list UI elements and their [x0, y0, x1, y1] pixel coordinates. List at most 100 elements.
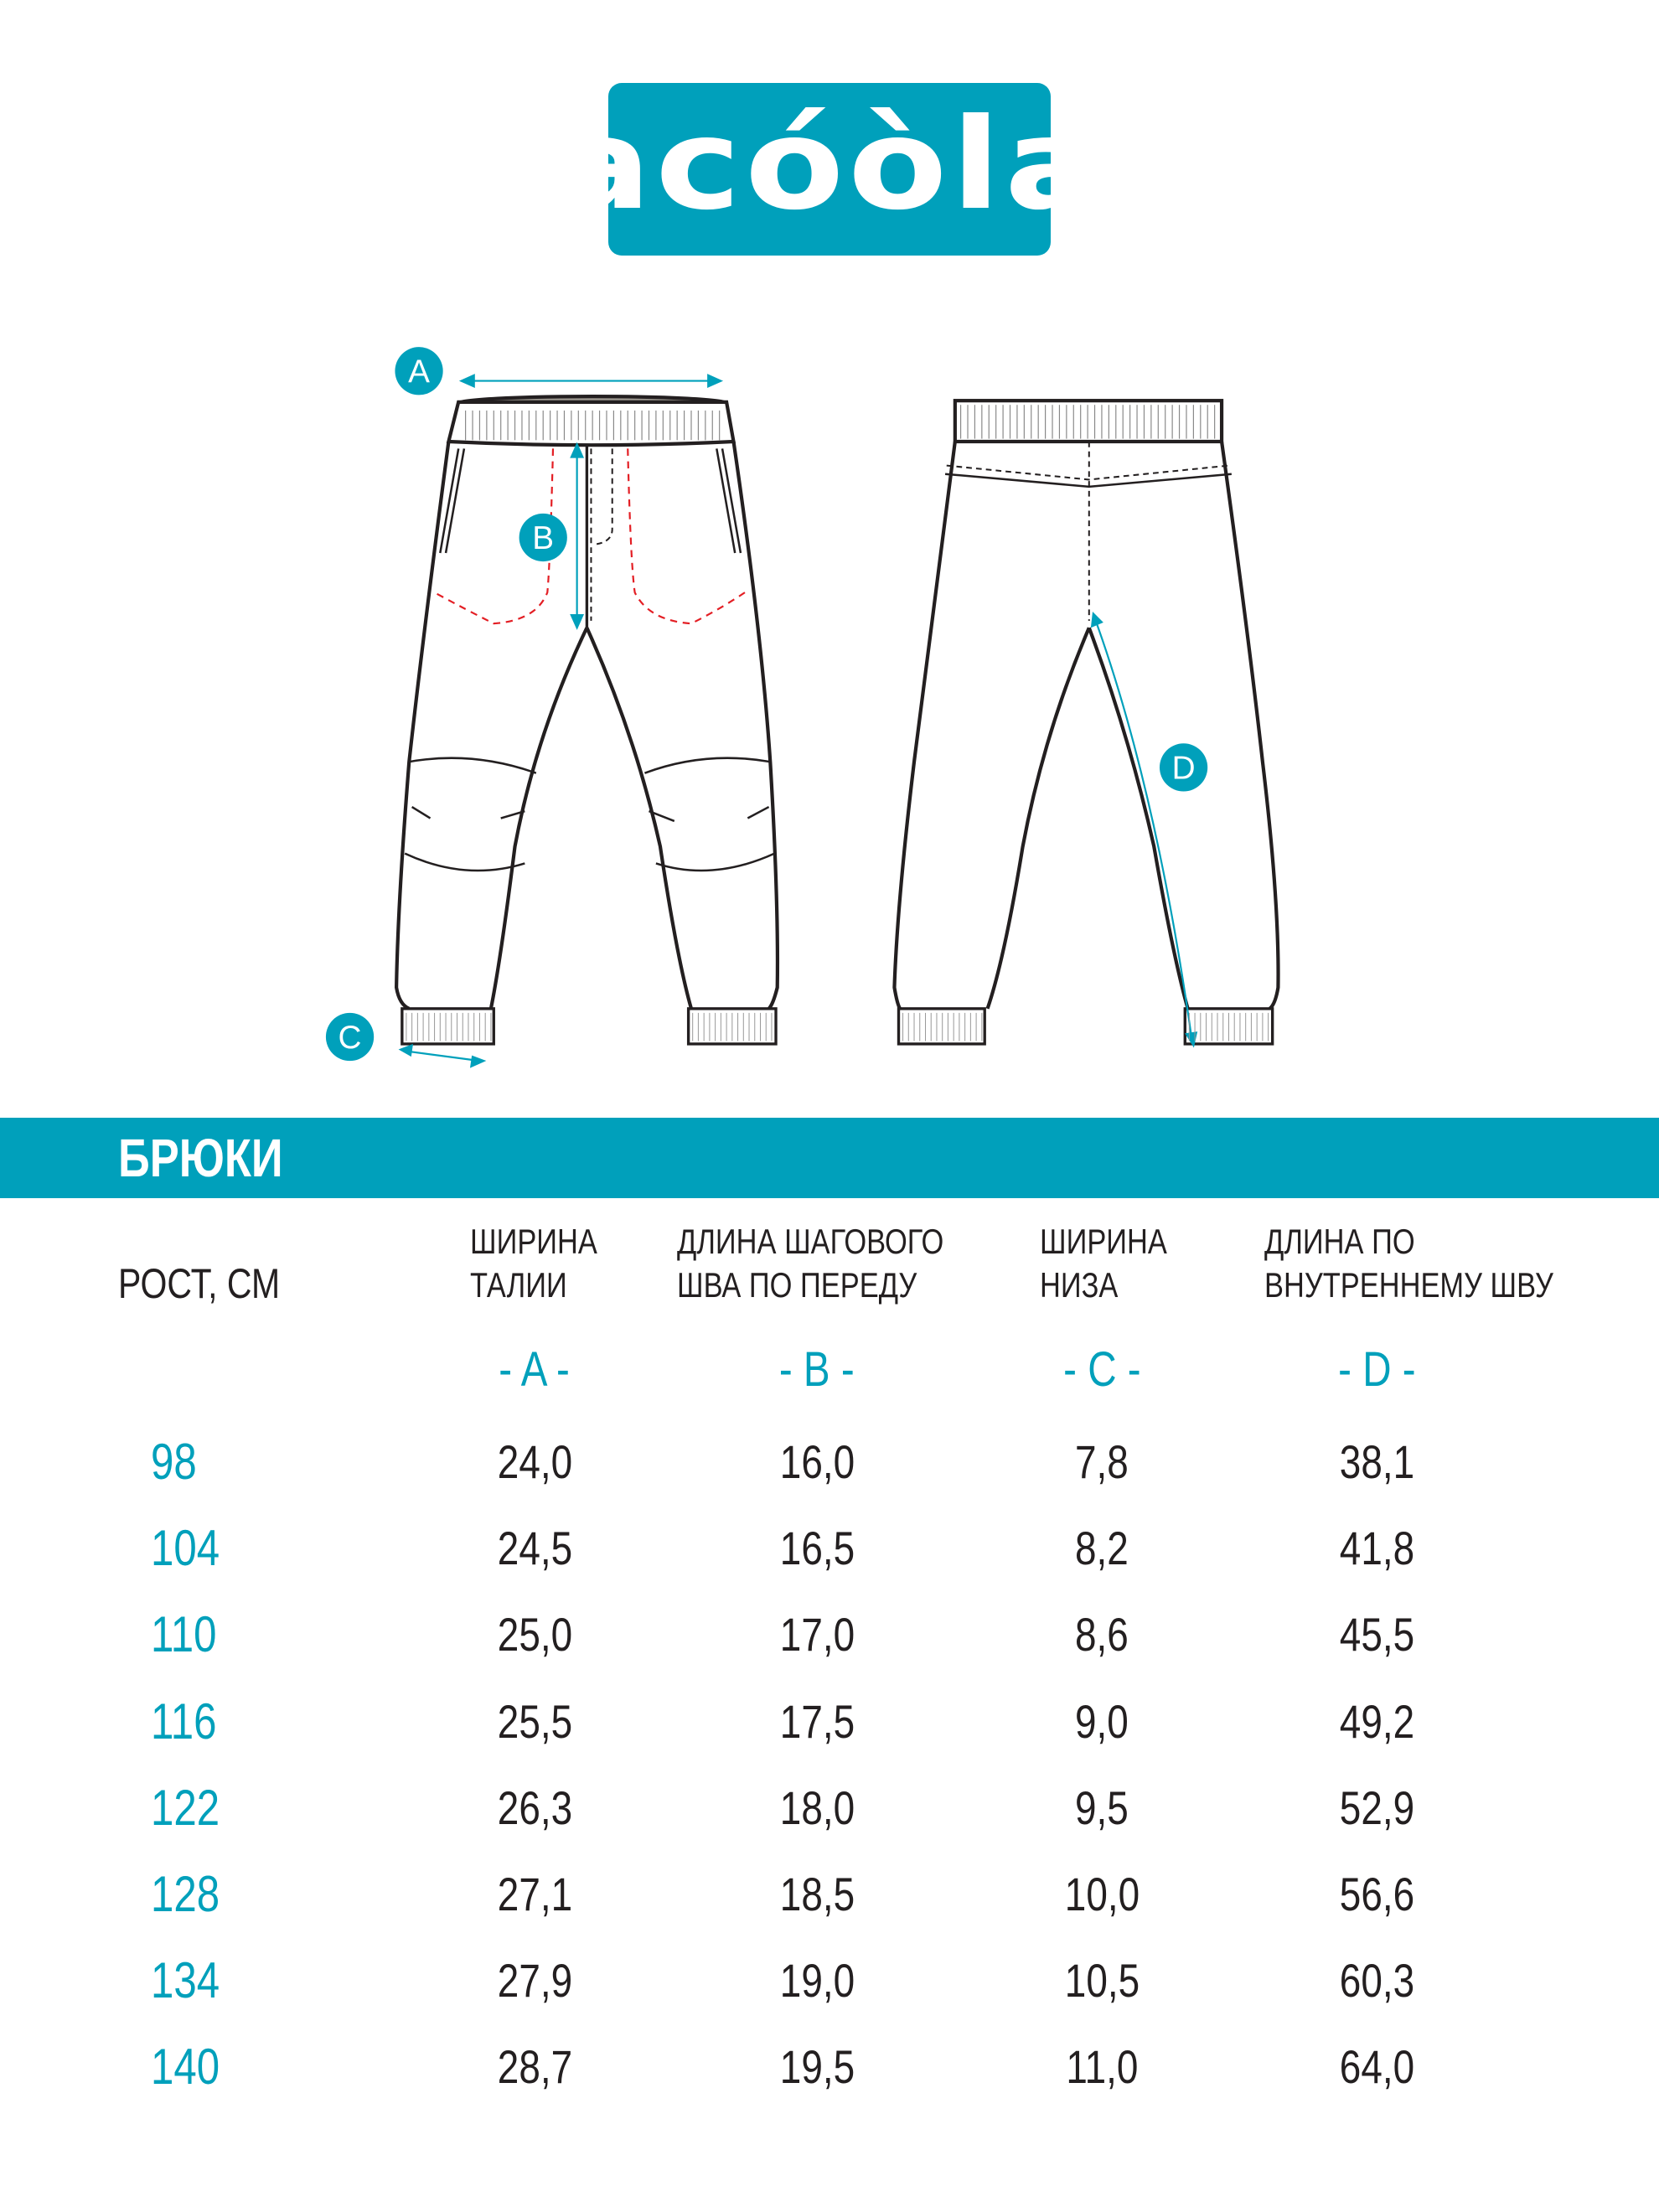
value-cell: 19,5 [691, 2038, 943, 2096]
svg-text:C: C [339, 1020, 362, 1056]
value-cell: 64,0 [1251, 2038, 1502, 2096]
column-letter-text: - D - [1337, 1342, 1416, 1397]
value-cell: 41,8 [1251, 1519, 1502, 1578]
value-text: 18,0 [779, 1780, 855, 1834]
measure-d-arrow [1093, 618, 1193, 1041]
value-cell: 18,5 [691, 1865, 943, 1924]
value-text: 16,5 [779, 1522, 855, 1575]
value-text: 52,9 [1339, 1780, 1414, 1834]
height-header: РОСТ, СМ [118, 1260, 281, 1307]
value-text: 38,1 [1339, 1435, 1414, 1488]
value-text: 64,0 [1339, 2040, 1414, 2094]
size-cell: 110 [151, 1606, 217, 1663]
value-cell: 45,5 [1251, 1605, 1502, 1664]
value-text: 11,0 [1066, 2040, 1138, 2094]
value-cell: 10,5 [976, 1951, 1227, 2010]
value-cell: 19,0 [691, 1951, 943, 2010]
column-header-1-line2: ТАЛИИ [470, 1265, 567, 1305]
column-letter: - B - [691, 1341, 943, 1399]
brand-logo: acóòla [554, 83, 1102, 256]
column-letter: - D - [1251, 1341, 1502, 1399]
value-text: 49,2 [1339, 1694, 1414, 1748]
section-title: БРЮКИ [118, 1128, 283, 1188]
column-header-3-line2: НИЗА [1040, 1265, 1119, 1305]
value-cell: 17,5 [691, 1693, 943, 1751]
value-text: 25,5 [497, 1694, 572, 1748]
value-cell: 8,6 [976, 1605, 1227, 1664]
value-cell: 25,0 [409, 1605, 660, 1664]
value-cell: 24,5 [409, 1519, 660, 1578]
value-text: 17,0 [779, 1608, 855, 1662]
size-cell: 116 [151, 1693, 217, 1749]
column-letter-text: - B - [779, 1342, 855, 1397]
value-text: 19,5 [779, 2040, 855, 2094]
value-cell: 9,0 [976, 1693, 1227, 1751]
value-cell: 56,6 [1251, 1865, 1502, 1924]
value-cell: 18,0 [691, 1779, 943, 1837]
svg-text:B: B [532, 520, 554, 556]
value-text: 24,0 [497, 1435, 572, 1488]
value-text: 26,3 [497, 1780, 572, 1834]
value-cell: 11,0 [976, 2038, 1227, 2096]
marker-a: A [395, 347, 443, 395]
logo-text: acóòla [553, 92, 1106, 238]
size-cell: 140 [151, 2039, 220, 2096]
measure-c-arrow [405, 1050, 480, 1062]
column-letter: - C - [976, 1341, 1227, 1399]
value-cell: 16,5 [691, 1519, 943, 1578]
value-cell: 49,2 [1251, 1693, 1502, 1751]
value-text: 8,6 [1075, 1608, 1129, 1662]
front-view [395, 395, 780, 1046]
size-cell: 98 [151, 1434, 197, 1490]
value-cell: 26,3 [409, 1779, 660, 1837]
value-text: 60,3 [1339, 1954, 1414, 2008]
size-cell: 134 [151, 1952, 220, 2009]
section-banner: БРЮКИ [0, 1118, 1659, 1198]
value-text: 45,5 [1339, 1608, 1414, 1662]
column-letter-text: - C - [1062, 1342, 1141, 1397]
svg-text:A: A [408, 354, 430, 390]
value-text: 25,0 [497, 1608, 572, 1662]
marker-d: D [1159, 743, 1208, 792]
marker-c: C [325, 1012, 375, 1062]
value-text: 16,0 [779, 1435, 855, 1488]
value-text: 27,9 [497, 1954, 572, 2008]
value-cell: 24,0 [409, 1433, 660, 1491]
value-text: 19,0 [779, 1954, 855, 2008]
svg-text:D: D [1172, 750, 1196, 786]
value-text: 28,7 [497, 2040, 572, 2094]
column-header-4-line2: ВНУТРЕННЕМУ ШВУ [1264, 1265, 1553, 1305]
value-text: 56,6 [1339, 1868, 1414, 1920]
value-text: 24,5 [497, 1522, 572, 1575]
column-header-4-line1: ДЛИНА ПО [1264, 1222, 1415, 1261]
value-text: 17,5 [779, 1694, 855, 1748]
value-cell: 52,9 [1251, 1779, 1502, 1837]
value-text: 18,5 [779, 1868, 855, 1920]
value-cell: 27,1 [409, 1865, 660, 1924]
value-text: 9,0 [1075, 1694, 1129, 1748]
value-cell: 9,5 [976, 1779, 1227, 1837]
value-cell: 7,8 [976, 1433, 1227, 1491]
value-text: 7,8 [1075, 1435, 1129, 1488]
value-cell: 28,7 [409, 2038, 660, 2096]
value-cell: 27,9 [409, 1951, 660, 2010]
back-view [892, 399, 1280, 1046]
size-cell: 128 [151, 1866, 220, 1922]
value-cell: 25,5 [409, 1693, 660, 1751]
value-text: 41,8 [1339, 1522, 1414, 1575]
value-text: 10,5 [1064, 1954, 1140, 2008]
column-header-1-line1: ШИРИНА [470, 1222, 597, 1261]
value-cell: 10,0 [976, 1865, 1227, 1924]
column-letter-text: - A - [499, 1342, 571, 1397]
column-header-2-line2: ШВА ПО ПЕРЕДУ [677, 1265, 917, 1305]
value-cell: 16,0 [691, 1433, 943, 1491]
marker-b: B [519, 513, 567, 562]
value-text: 8,2 [1075, 1522, 1129, 1575]
column-letter: - A - [409, 1341, 660, 1399]
column-header-3-line1: ШИРИНА [1040, 1222, 1167, 1261]
column-header-2-line1: ДЛИНА ШАГОВОГО [677, 1222, 944, 1261]
value-text: 10,0 [1064, 1868, 1140, 1920]
value-cell: 60,3 [1251, 1951, 1502, 2010]
